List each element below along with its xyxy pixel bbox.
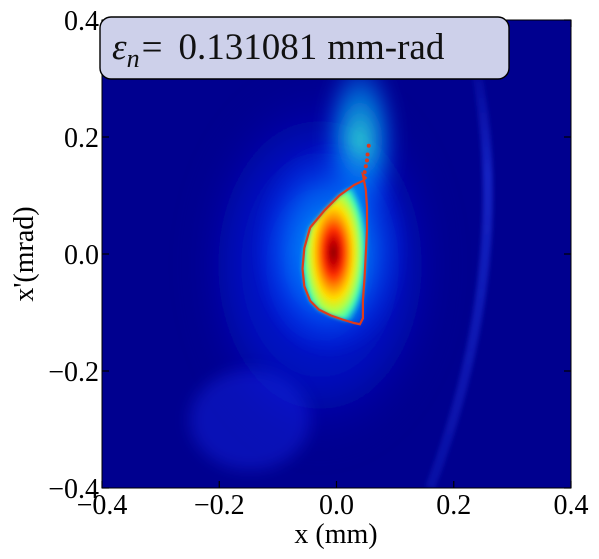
contour-tail-point — [365, 152, 370, 157]
contour-tail-point — [364, 158, 369, 163]
x-tick-label: −0.2 — [194, 490, 245, 521]
epsilon-subscript: n — [127, 44, 140, 73]
annotation-box — [99, 16, 510, 80]
contour-tail-point — [362, 170, 367, 175]
y-tick-label: 0.0 — [64, 240, 99, 271]
y-tick-label: −0.4 — [48, 474, 99, 505]
x-axis-label: x (mm) — [294, 519, 377, 550]
y-tick-label: −0.2 — [48, 357, 99, 388]
x-tick-label: 0.4 — [554, 490, 589, 521]
equals-sign: = — [142, 27, 163, 68]
contour-tail-point — [366, 143, 371, 148]
beam-core — [302, 175, 367, 325]
x-tick-label: 0.0 — [319, 490, 354, 521]
x-axis: −0.4 −0.2 0.0 0.2 0.4 — [77, 20, 589, 521]
emittance-annotation: εn= 0.131081 mm-rad — [99, 16, 510, 80]
x-tick-label: −0.4 — [77, 490, 128, 521]
y-axis: −0.4 −0.2 0.0 0.2 0.4 — [48, 6, 571, 505]
contour-tail — [362, 143, 371, 175]
emittance-value: 0.131081 — [178, 27, 317, 68]
y-tick-label: 0.4 — [64, 6, 99, 37]
contour-tail-point — [363, 164, 368, 169]
epsilon-symbol: ε — [112, 27, 127, 68]
y-tick-label: 0.2 — [64, 123, 99, 154]
x-tick-label: 0.2 — [436, 490, 471, 521]
emittance-unit: mm-rad — [327, 27, 445, 68]
emittance-contour — [301, 171, 369, 326]
scatter-arc — [425, 38, 493, 488]
y-axis-label: x'(mrad) — [9, 206, 40, 301]
